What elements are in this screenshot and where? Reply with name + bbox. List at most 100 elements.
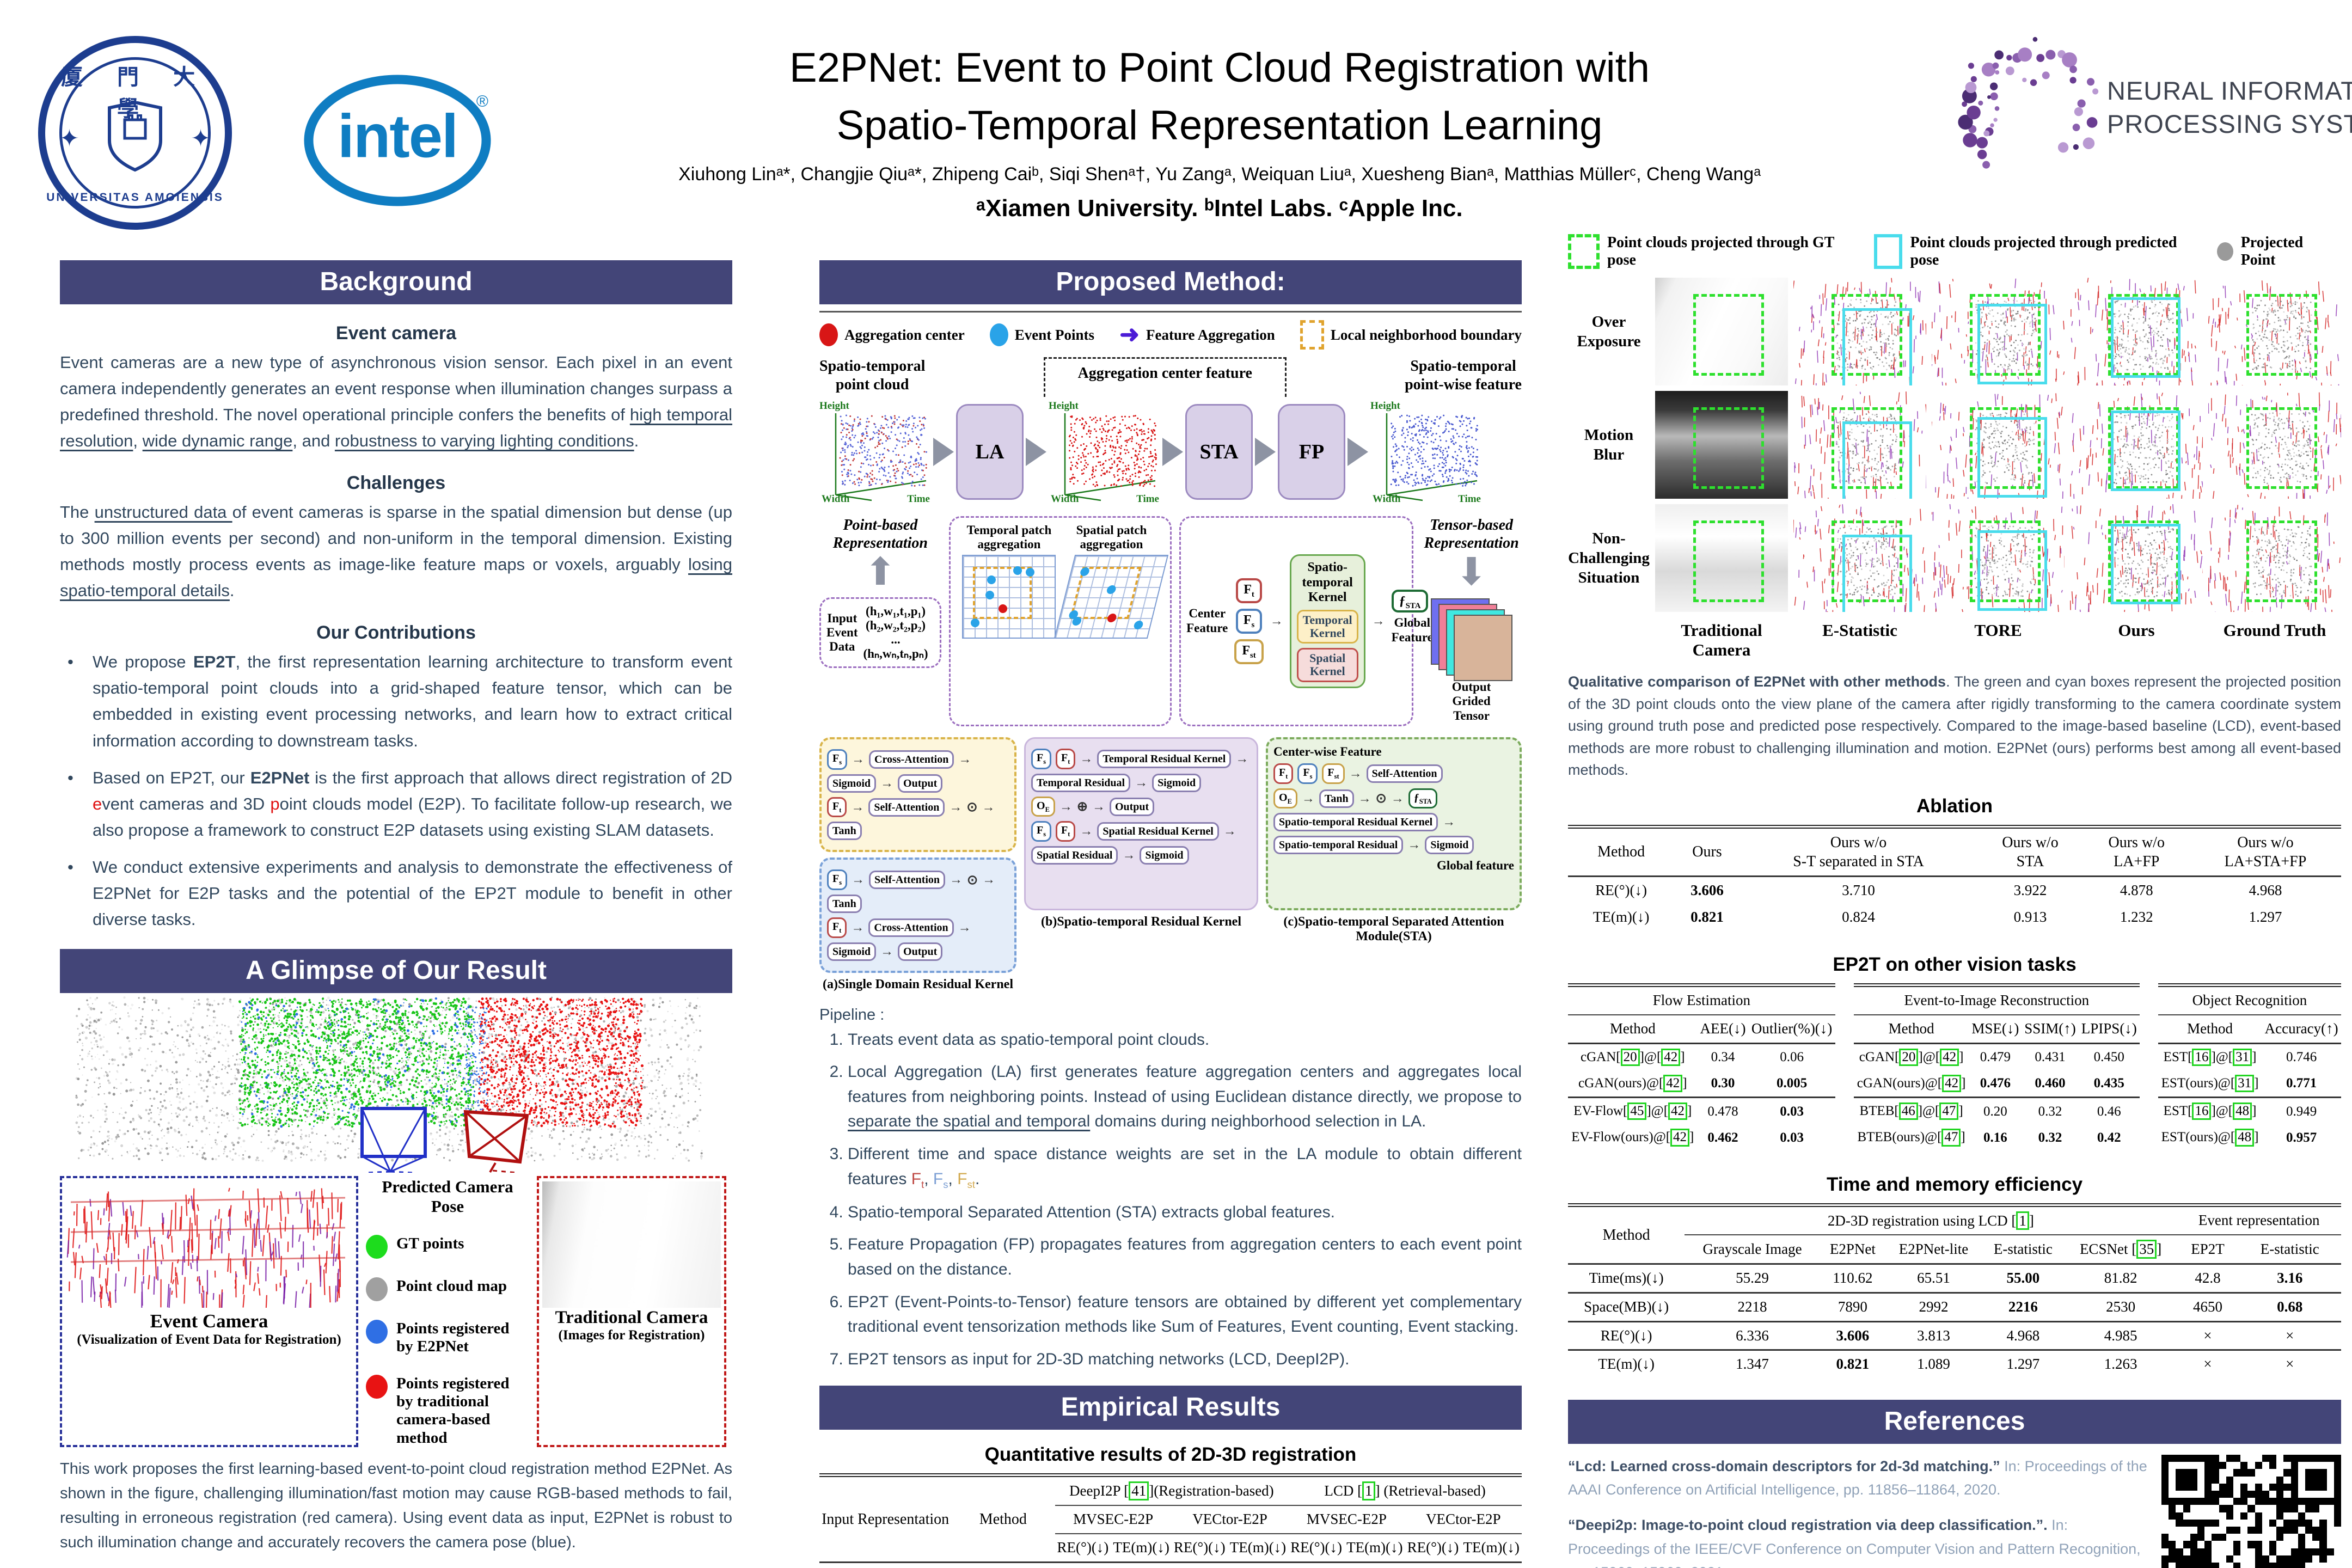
seal-shield-icon — [108, 101, 162, 171]
qual-figure-cell — [2208, 391, 2341, 499]
event-camera-figure: Event Camera (Visualization of Event Dat… — [60, 1175, 358, 1447]
vision-tasks-title: EP2T on other vision tasks — [1833, 954, 2077, 975]
method-legend-item: Event Points — [989, 323, 1094, 346]
reference-item: “Lcd: Learned cross-domain descriptors f… — [1568, 1458, 2147, 1498]
efficiency-title: Time and memory efficiency — [1826, 1173, 2083, 1195]
qual-col-label: TORE — [1974, 621, 2022, 640]
authors-line: Xiuhong Linᵃ*, Changjie Qiuᵃ*, Zhipeng C… — [678, 163, 1761, 185]
pipeline-step: Treats event data as spatio-temporal poi… — [848, 1027, 1522, 1052]
section-header-background: Background — [60, 260, 732, 304]
pipeline-label: Pipeline : — [819, 1006, 885, 1024]
legend-dot-icon — [366, 1319, 388, 1344]
pipeline-step: Local Aggregation (LA) first generates f… — [848, 1059, 1522, 1134]
legend-dot-icon — [366, 1374, 388, 1399]
contributions-list: We propose EP2T, the first representatio… — [60, 649, 732, 932]
intel-registered-mark: ® — [476, 93, 488, 111]
neurips-logo: NEURAL INFORMATION PROCESSING SYSTEMS — [1944, 22, 2352, 196]
qual-figure-cell — [1793, 391, 1926, 499]
seal-chinese-characters: 厦 門 大 學 — [60, 65, 210, 121]
qual-row-label: Non- Challenging Situation — [1568, 529, 1650, 587]
method-legend: Aggregation center Event Points ➜ Feature A… — [819, 320, 1522, 350]
neurips-dots-icon — [1958, 36, 2099, 169]
qual-figure-cell — [1932, 504, 2065, 612]
intel-logo: intel ® — [302, 71, 493, 212]
pipeline-step: Spatio-temporal Separated Attention (STA… — [848, 1200, 1522, 1225]
qual-figure-cell — [2208, 278, 2341, 385]
label-st-point-cloud: Spatio-temporal point cloud — [819, 358, 926, 393]
xiamen-university-seal-logo: 厦 門 大 學 ✦ ✦ UNIVERSITAS AMOIENSIS — [38, 36, 232, 230]
qualitative-figure-grid: Over Exposure Motion Blur Non- Challenging Sit… — [1568, 278, 2341, 660]
qual-figure-cell — [1655, 278, 1788, 385]
section-header-references: References — [1568, 1400, 2341, 1444]
registration-point-cloud-figure — [75, 996, 703, 1173]
predicted-pose-box-icon — [1874, 234, 1903, 269]
qual-figure-cell — [1932, 391, 2065, 499]
pipeline-step: EP2T (Event-Points-to-Tensor) feature te… — [848, 1290, 1522, 1339]
label-st-pointwise-feature: Spatio-temporal point-wise feature — [1405, 358, 1522, 393]
seal-inner-ring — [59, 57, 211, 209]
glimpse-caption: This work proposes the first learning-ba… — [60, 1460, 732, 1551]
vision-tasks-table: Flow Estimation Event-to-Image Reconstruc… — [1568, 983, 2341, 1160]
affiliations-line: ᵃXiamen University. ᵇIntel Labs. ᶜApple … — [976, 194, 1463, 222]
legend-item: Points registered by traditional camera-… — [366, 1374, 529, 1447]
contributions-heading: Our Contributions — [316, 622, 476, 644]
event-camera-paragraph: Event cameras are a new type of asynchro… — [60, 353, 732, 451]
aggregation-center-icon — [819, 323, 838, 346]
qual-row-label: Motion Blur — [1584, 426, 1634, 463]
method-legend-item: Local neighborhood boundary — [1300, 320, 1522, 350]
quantitative-table: Input Representation Method DeepI2P [41](… — [819, 1473, 1522, 1568]
glimpse-legend: Predicted Camera Pose GT points Point clo… — [366, 1176, 529, 1447]
module-la: LA — [956, 404, 1024, 500]
efficiency-table: Method 2D-3D registration using LCD [1] E… — [1568, 1203, 2341, 1387]
pipeline-step: Feature Propagation (FP) propagates feat… — [848, 1232, 1522, 1282]
page-title: E2PNet: Event to Point Cloud Registratio… — [789, 45, 1650, 149]
method-legend-item: Aggregation center — [819, 323, 965, 346]
contribution-item: We conduct extensive experiments and ana… — [68, 854, 732, 933]
method-detail-row: Point-based Representation ⬆ Input Event Dat… — [819, 516, 1522, 727]
qual-col-label: E-Statistic — [1822, 621, 1897, 640]
event-camera-caption: Event Camera — [150, 1310, 268, 1332]
qual-figure-cell — [2070, 278, 2203, 385]
seal-star-left: ✦ — [59, 125, 79, 152]
intel-swoosh-icon — [304, 75, 491, 206]
qr-code — [2161, 1455, 2341, 1568]
ablation-title: Ablation — [1916, 795, 1993, 817]
gt-pose-box-icon — [1568, 234, 1600, 269]
quantitative-table-title: Quantitative results of 2D-3D registrati… — [984, 1444, 1357, 1466]
label-aggregation-center-feature: Aggregation center feature — [1043, 357, 1287, 397]
reference-item: “Deepi2p: Image-to-point cloud registrat… — [1568, 1517, 2141, 1568]
module-fp: FP — [1278, 404, 1345, 500]
qual-legend-item: Point clouds projected through predicted… — [1874, 234, 2208, 269]
challenges-paragraph: The unstructured data of event cameras i… — [60, 503, 732, 601]
contribution-item: We propose EP2T, the first representatio… — [68, 649, 732, 754]
neurips-wordmark: NEURAL INFORMATION PROCESSING SYSTEMS — [2107, 76, 2352, 139]
traditional-camera-figure: Traditional Camera (Images for Registrat… — [537, 1175, 726, 1447]
qual-figure-cell — [1932, 278, 2065, 385]
intel-wordmark: intel — [337, 102, 458, 170]
method-panels: Fs → Cross-Attention → Sigmoid → Output Ft → Self… — [819, 737, 1522, 992]
qualitative-legend: Point clouds projected through GT pose Po… — [1568, 234, 2341, 269]
legend-dot-icon — [366, 1234, 388, 1259]
legend-dot-icon — [366, 1277, 388, 1301]
event-data-visualization — [66, 1187, 346, 1321]
qualitative-caption: Qualitative comparison of E2PNet with ot… — [1568, 673, 2341, 778]
pipeline-step: Different time and space distance weight… — [848, 1142, 1522, 1192]
traditional-camera-photo — [542, 1181, 721, 1308]
legend-item: Points registered by E2PNet — [366, 1319, 529, 1356]
challenges-heading: Challenges — [346, 473, 446, 494]
predicted-camera-pose-label: Predicted Camera Pose — [382, 1177, 513, 1216]
legend-item: Point cloud map — [366, 1277, 529, 1301]
contribution-item: Based on EP2T, our E2PNet is the first a… — [68, 765, 732, 843]
method-legend-item: ➜ Feature Aggregation — [1119, 321, 1275, 348]
reference-list: “Lcd: Learned cross-domain descriptors f… — [1568, 1455, 2147, 1568]
traditional-camera-subcaption: (Images for Registration) — [558, 1327, 705, 1343]
traditional-camera-caption: Traditional Camera — [555, 1307, 708, 1327]
event-camera-subcaption: (Visualization of Event Data for Registr… — [77, 1332, 341, 1347]
qual-col-label: Traditional Camera — [1681, 621, 1762, 659]
ablation-table: Method Ours Ours w/o S-T separated in STA Ou… — [1568, 824, 2341, 940]
event-points-icon — [989, 323, 1008, 346]
qual-figure-cell — [1655, 391, 1788, 499]
module-sta: STA — [1185, 404, 1253, 500]
event-camera-heading: Event camera — [335, 323, 457, 344]
